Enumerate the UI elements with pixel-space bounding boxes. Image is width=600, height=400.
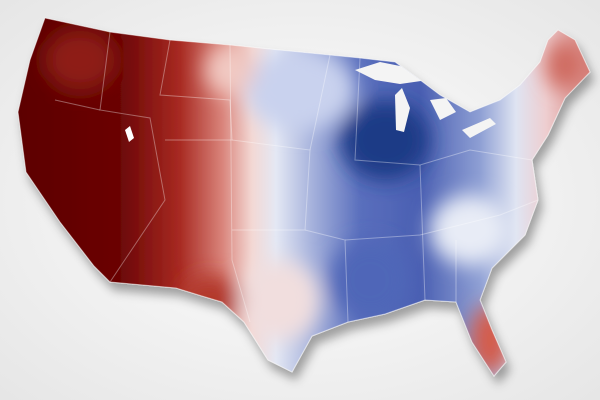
salt-lake — [125, 126, 134, 142]
lake-superior — [355, 62, 428, 84]
state-borders — [54, 31, 539, 323]
lake-erie — [462, 118, 496, 138]
lake-michigan — [395, 88, 410, 132]
lake-huron — [430, 98, 456, 120]
